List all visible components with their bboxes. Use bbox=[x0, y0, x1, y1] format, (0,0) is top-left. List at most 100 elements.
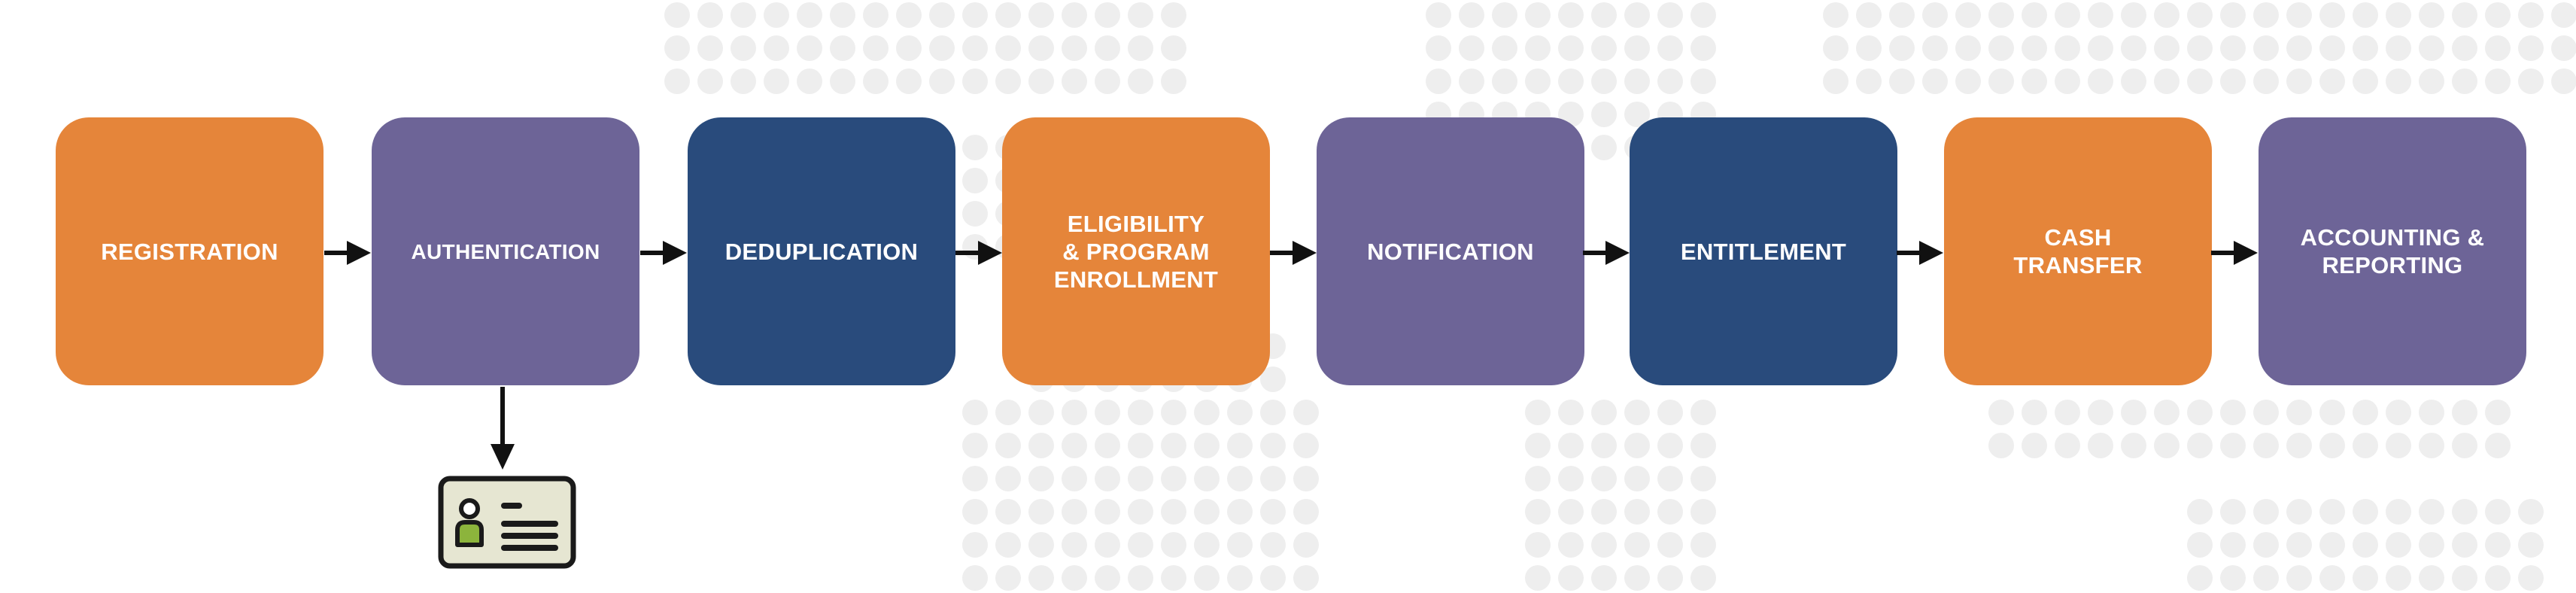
step-label: ENTITLEMENT bbox=[1680, 238, 1847, 265]
map-dot bbox=[2220, 532, 2246, 558]
map-dot bbox=[2220, 35, 2246, 61]
map-dot bbox=[2121, 2, 2146, 28]
map-dot bbox=[1260, 433, 1286, 458]
map-dot bbox=[764, 68, 789, 94]
map-dot bbox=[1028, 532, 1054, 558]
map-dot bbox=[1227, 565, 1253, 591]
map-dot bbox=[1062, 466, 1087, 491]
map-dot bbox=[2353, 400, 2378, 425]
map-dot bbox=[2220, 433, 2246, 458]
map-dot bbox=[731, 68, 756, 94]
map-dot bbox=[1558, 466, 1584, 491]
map-dot bbox=[830, 35, 855, 61]
map-dot bbox=[1591, 135, 1617, 160]
map-dot bbox=[2419, 499, 2444, 525]
map-dot bbox=[2022, 2, 2047, 28]
map-dot bbox=[2253, 2, 2279, 28]
map-dot bbox=[2154, 433, 2180, 458]
map-dot bbox=[2485, 499, 2511, 525]
map-dot bbox=[1062, 68, 1087, 94]
map-dot bbox=[1161, 499, 1186, 525]
map-dot bbox=[863, 68, 889, 94]
map-dot bbox=[2055, 2, 2080, 28]
map-dot bbox=[2187, 565, 2213, 591]
map-dot bbox=[697, 2, 723, 28]
map-dot bbox=[2551, 35, 2576, 61]
map-dot bbox=[2055, 400, 2080, 425]
step-label: AUTHENTICATION bbox=[411, 239, 600, 263]
map-dot bbox=[2419, 532, 2444, 558]
map-dot bbox=[1624, 400, 1650, 425]
map-dot bbox=[1062, 532, 1087, 558]
map-dot bbox=[1062, 499, 1087, 525]
map-dot bbox=[962, 400, 988, 425]
map-dot bbox=[1095, 565, 1120, 591]
map-dot bbox=[2253, 400, 2279, 425]
map-dot bbox=[697, 68, 723, 94]
map-dot bbox=[1690, 466, 1716, 491]
step-label: NOTIFICATION bbox=[1367, 238, 1534, 265]
map-dot bbox=[2386, 68, 2411, 94]
map-dot bbox=[664, 2, 690, 28]
map-dot bbox=[1591, 433, 1617, 458]
map-dot bbox=[1095, 68, 1120, 94]
map-dot bbox=[2551, 68, 2576, 94]
step-label: ACCOUNTING & REPORTING bbox=[2300, 224, 2485, 278]
map-dot bbox=[2022, 433, 2047, 458]
map-dot bbox=[995, 400, 1021, 425]
step-registration: REGISTRATION bbox=[56, 117, 324, 385]
map-dot bbox=[2286, 2, 2312, 28]
map-dot bbox=[2452, 35, 2477, 61]
map-dot bbox=[1161, 2, 1186, 28]
map-dot bbox=[2452, 2, 2477, 28]
map-dot bbox=[2187, 400, 2213, 425]
map-dot bbox=[1492, 68, 1517, 94]
map-dot bbox=[2386, 400, 2411, 425]
map-dot bbox=[1459, 2, 1484, 28]
map-dot bbox=[1591, 102, 1617, 127]
map-dot bbox=[2022, 400, 2047, 425]
map-dot bbox=[1128, 400, 1153, 425]
map-dot bbox=[2485, 565, 2511, 591]
map-dot bbox=[1227, 433, 1253, 458]
step-label: ELIGIBILITY & PROGRAM ENROLLMENT bbox=[1053, 210, 1219, 293]
map-dot bbox=[2518, 35, 2544, 61]
map-dot bbox=[1690, 565, 1716, 591]
map-dot bbox=[1624, 102, 1650, 127]
map-dot bbox=[1525, 466, 1551, 491]
map-dot bbox=[1028, 400, 1054, 425]
map-dot bbox=[896, 35, 922, 61]
map-dot bbox=[731, 35, 756, 61]
map-dot bbox=[2286, 68, 2312, 94]
map-dot bbox=[1128, 68, 1153, 94]
map-dot bbox=[896, 2, 922, 28]
map-dot bbox=[896, 68, 922, 94]
map-dot bbox=[2286, 532, 2312, 558]
map-dot bbox=[962, 135, 988, 160]
map-dot bbox=[2353, 68, 2378, 94]
map-dot bbox=[1227, 466, 1253, 491]
map-dot bbox=[1889, 2, 1915, 28]
map-dot bbox=[2353, 499, 2378, 525]
map-dot bbox=[2022, 68, 2047, 94]
map-dot bbox=[1128, 433, 1153, 458]
map-dot bbox=[1161, 35, 1186, 61]
map-dot bbox=[1889, 35, 1915, 61]
map-dot bbox=[2187, 499, 2213, 525]
map-dot bbox=[2319, 68, 2345, 94]
map-dot bbox=[1095, 35, 1120, 61]
map-dot bbox=[1558, 68, 1584, 94]
map-dot bbox=[1028, 499, 1054, 525]
map-dot bbox=[1260, 565, 1286, 591]
map-dot bbox=[2220, 565, 2246, 591]
map-dot bbox=[2187, 433, 2213, 458]
map-dot bbox=[2518, 532, 2544, 558]
map-dot bbox=[2353, 35, 2378, 61]
map-dot bbox=[1955, 68, 1981, 94]
map-dot bbox=[2286, 565, 2312, 591]
map-dot bbox=[1591, 2, 1617, 28]
map-dot bbox=[1095, 532, 1120, 558]
map-dot bbox=[2518, 565, 2544, 591]
map-dot bbox=[962, 168, 988, 193]
map-dot bbox=[1955, 35, 1981, 61]
